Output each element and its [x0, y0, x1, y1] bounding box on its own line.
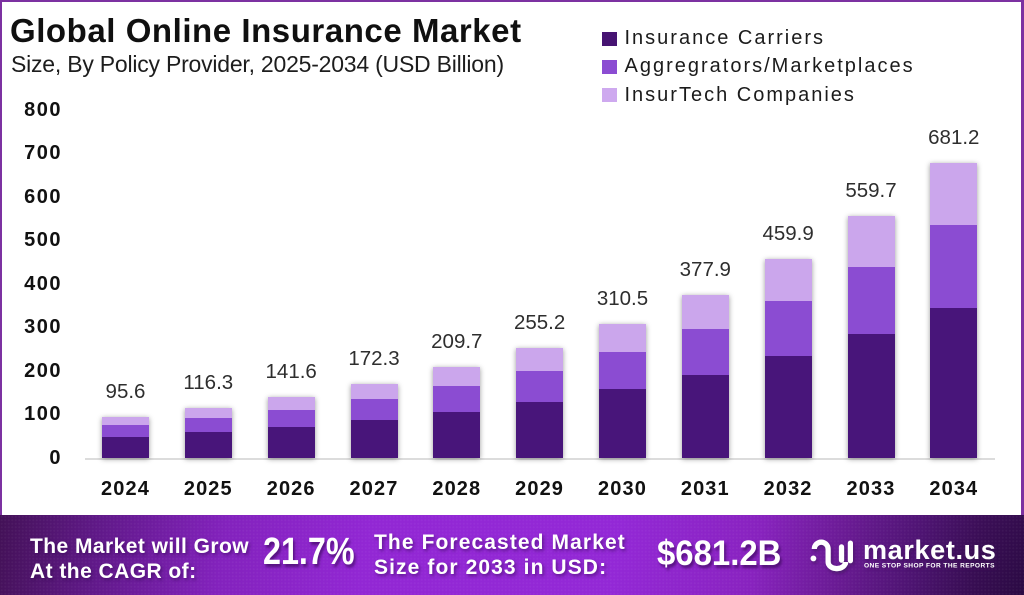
- svg-text:ONE STOP SHOP FOR THE REPORTS: ONE STOP SHOP FOR THE REPORTS: [864, 562, 995, 569]
- svg-text:market.us: market.us: [863, 535, 996, 565]
